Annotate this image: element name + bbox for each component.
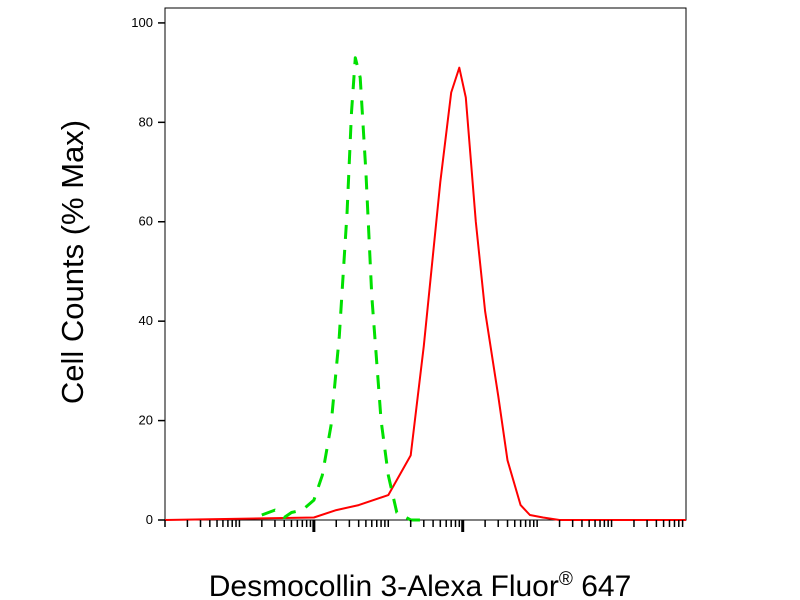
control-histogram-line xyxy=(261,56,424,522)
y-tick-label: 60 xyxy=(139,214,153,229)
y-tick-label: 0 xyxy=(146,512,153,527)
x-axis-ticks xyxy=(164,520,684,532)
y-tick-label: 40 xyxy=(139,313,153,328)
y-tick-label: 20 xyxy=(139,413,153,428)
y-tick-label: 100 xyxy=(131,15,153,30)
x-axis-title: Desmocollin 3-Alexa Fluor® 647 xyxy=(209,569,632,600)
curves xyxy=(164,56,686,522)
registered-mark: ® xyxy=(559,569,573,590)
y-axis-ticks: 0 20 40 60 80 100 xyxy=(131,15,165,527)
x-axis-title-main: Desmocollin 3-Alexa Fluor xyxy=(209,570,559,600)
stained-histogram-line xyxy=(164,66,686,521)
y-tick-label: 80 xyxy=(139,114,153,129)
y-axis-title: Cell Counts (% Max) xyxy=(55,120,90,404)
x-axis-title-suffix: 647 xyxy=(573,570,631,600)
plot-frame xyxy=(164,7,687,521)
